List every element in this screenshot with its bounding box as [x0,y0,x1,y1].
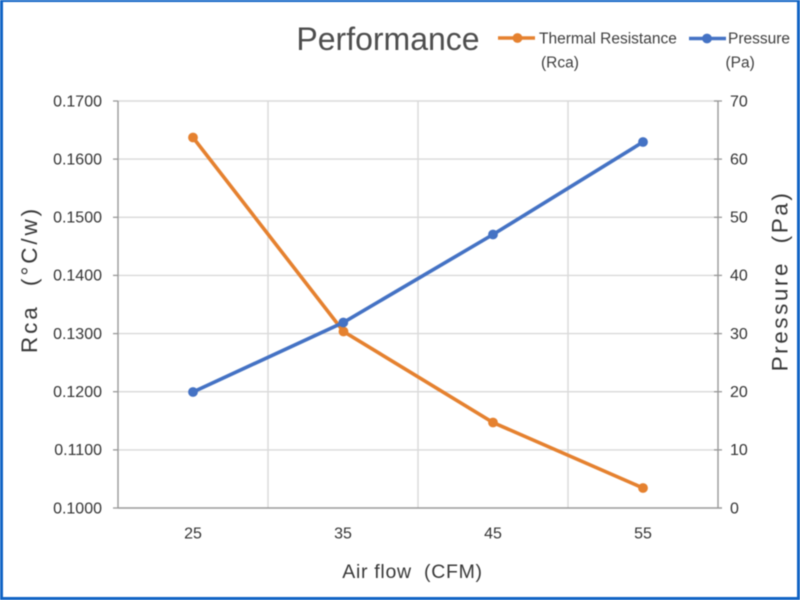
svg-text:0: 0 [730,500,739,517]
svg-text:0.1600: 0.1600 [53,151,102,168]
svg-text:10: 10 [730,442,748,459]
svg-text:0.1100: 0.1100 [54,442,102,459]
svg-text:0.1400: 0.1400 [53,268,102,285]
svg-text:Pressure (Pa): Pressure (Pa) [768,191,793,372]
svg-text:60: 60 [730,151,748,168]
svg-text:50: 50 [730,210,748,227]
svg-text:70: 70 [730,93,748,110]
svg-text:Air flow (CFM): Air flow (CFM) [342,561,483,583]
svg-text:Rca (°C/w): Rca (°C/w) [17,206,42,353]
svg-text:55: 55 [634,526,652,543]
svg-text:Pressure: Pressure [728,31,790,48]
svg-text:0.1700: 0.1700 [53,93,102,110]
svg-text:(Pa): (Pa) [726,55,755,72]
svg-text:25: 25 [184,526,202,543]
svg-text:0.1200: 0.1200 [53,384,102,401]
svg-text:20: 20 [730,384,748,401]
svg-text:0.1300: 0.1300 [53,326,102,343]
svg-text:30: 30 [730,326,748,343]
svg-text:Performance: Performance [296,21,479,57]
svg-text:45: 45 [484,526,502,543]
svg-text:(Rca): (Rca) [541,55,579,72]
svg-text:Thermal Resistance: Thermal Resistance [539,31,677,48]
svg-text:0.1000: 0.1000 [53,500,102,517]
svg-text:40: 40 [730,268,748,285]
svg-text:0.1500: 0.1500 [53,210,102,227]
svg-text:35: 35 [334,526,352,543]
